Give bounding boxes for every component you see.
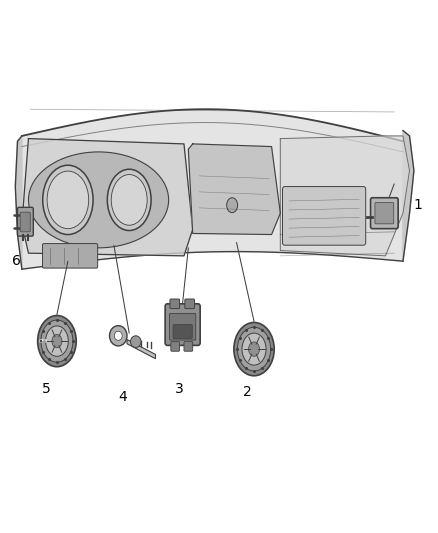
- Text: 6: 6: [12, 254, 21, 268]
- Text: 3: 3: [175, 382, 184, 396]
- FancyBboxPatch shape: [185, 299, 194, 309]
- Ellipse shape: [110, 326, 127, 346]
- Text: OFF: OFF: [38, 338, 48, 344]
- Polygon shape: [188, 144, 280, 235]
- Ellipse shape: [227, 198, 237, 213]
- FancyBboxPatch shape: [170, 313, 196, 340]
- Ellipse shape: [28, 152, 169, 248]
- FancyBboxPatch shape: [170, 299, 180, 309]
- Ellipse shape: [52, 335, 62, 348]
- Ellipse shape: [47, 171, 88, 229]
- Ellipse shape: [249, 342, 259, 357]
- Text: 4: 4: [118, 390, 127, 404]
- Ellipse shape: [42, 165, 93, 235]
- Ellipse shape: [131, 336, 141, 348]
- Ellipse shape: [46, 326, 68, 356]
- Polygon shape: [15, 136, 22, 269]
- Text: 1: 1: [414, 198, 423, 212]
- FancyBboxPatch shape: [283, 187, 366, 245]
- Polygon shape: [403, 131, 414, 261]
- FancyBboxPatch shape: [165, 304, 200, 345]
- Polygon shape: [22, 109, 403, 269]
- Polygon shape: [280, 136, 410, 256]
- FancyBboxPatch shape: [42, 244, 98, 268]
- FancyBboxPatch shape: [375, 203, 394, 224]
- FancyBboxPatch shape: [173, 325, 192, 338]
- Polygon shape: [127, 340, 155, 359]
- Ellipse shape: [111, 175, 147, 225]
- FancyBboxPatch shape: [371, 198, 398, 229]
- Ellipse shape: [107, 169, 151, 230]
- Polygon shape: [22, 139, 193, 256]
- FancyBboxPatch shape: [18, 207, 33, 236]
- Text: 5: 5: [42, 382, 50, 396]
- Ellipse shape: [234, 322, 274, 376]
- Ellipse shape: [237, 327, 271, 371]
- Ellipse shape: [114, 331, 122, 340]
- Text: 2: 2: [243, 385, 252, 399]
- Ellipse shape: [38, 316, 76, 367]
- FancyBboxPatch shape: [171, 342, 180, 351]
- Ellipse shape: [41, 320, 73, 362]
- FancyBboxPatch shape: [184, 342, 193, 351]
- FancyBboxPatch shape: [20, 212, 30, 232]
- Ellipse shape: [242, 333, 266, 365]
